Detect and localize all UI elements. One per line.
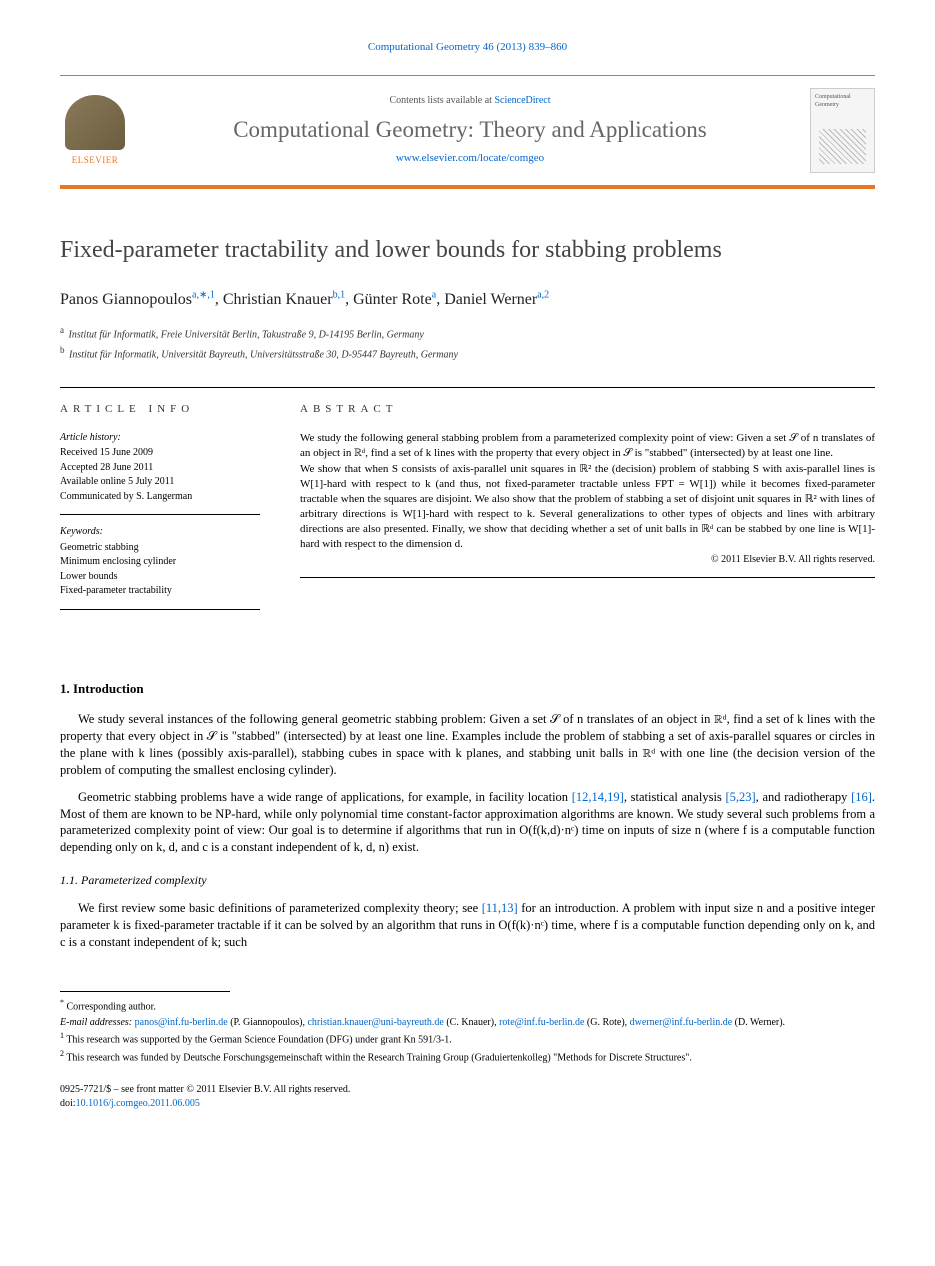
email-who: (P. Giannopoulos): [230, 1017, 302, 1028]
fn-text: This research was funded by Deutsche For…: [66, 1053, 692, 1064]
subsection-title: 1.1. Parameterized complexity: [60, 872, 875, 888]
body-paragraph: We study several instances of the follow…: [60, 711, 875, 779]
email-link[interactable]: rote@inf.fu-berlin.de: [499, 1017, 584, 1028]
author-name: Panos Giannopoulos: [60, 291, 192, 308]
affil-text: Institut für Informatik, Freie Universit…: [69, 329, 424, 340]
cover-art-icon: [819, 129, 866, 164]
abstract-text: We study the following general stabbing …: [300, 431, 875, 578]
affiliation: b Institut für Informatik, Universität B…: [60, 344, 875, 362]
abstract-para: We show that when S consists of axis-par…: [300, 462, 875, 551]
affil-label: a: [60, 325, 64, 335]
journal-url[interactable]: www.elsevier.com/locate/comgeo: [145, 151, 795, 166]
author-name: Günter Rote: [353, 291, 432, 308]
keyword: Minimum enclosing cylinder: [60, 555, 260, 569]
email-link[interactable]: christian.knauer@uni-bayreuth.de: [307, 1017, 443, 1028]
author-affil-ref[interactable]: b,1: [333, 289, 346, 300]
fn-text: Corresponding author.: [67, 1001, 156, 1012]
header-center: Contents lists available at ScienceDirec…: [145, 94, 795, 166]
publisher-logo: ELSEVIER: [60, 90, 130, 170]
affiliation-list: a Institut für Informatik, Freie Univers…: [60, 324, 875, 362]
publisher-name: ELSEVIER: [72, 154, 119, 166]
keyword: Geometric stabbing: [60, 541, 260, 555]
funding-note: 1 This research was supported by the Ger…: [60, 1031, 875, 1047]
fn-text: This research was supported by the Germa…: [66, 1035, 451, 1046]
affil-label: b: [60, 345, 65, 355]
doi-line: doi:10.1016/j.comgeo.2011.06.005: [60, 1097, 875, 1111]
issn-copyright: 0925-7721/$ – see front matter © 2011 El…: [60, 1083, 875, 1097]
author-name: Daniel Werner: [444, 291, 537, 308]
section-title: 1. Introduction: [60, 680, 875, 698]
author-affil-ref[interactable]: a: [432, 289, 436, 300]
para-text: Geometric stabbing problems have a wide …: [78, 790, 572, 804]
keywords-heading: Keywords:: [60, 525, 260, 539]
keyword: Lower bounds: [60, 570, 260, 584]
email-link[interactable]: panos@inf.fu-berlin.de: [135, 1017, 228, 1028]
para-text: , statistical analysis: [624, 790, 726, 804]
history-line: Received 15 June 2009: [60, 446, 260, 460]
journal-title: Computational Geometry: Theory and Appli…: [145, 116, 795, 144]
footnotes: * Corresponding author. E-mail addresses…: [60, 991, 875, 1065]
history-line: Accepted 28 June 2011: [60, 461, 260, 475]
history-line: Available online 5 July 2011: [60, 475, 260, 489]
email-who: (C. Knauer): [446, 1017, 494, 1028]
doi-link[interactable]: 10.1016/j.comgeo.2011.06.005: [76, 1098, 200, 1109]
citation-link[interactable]: [12,14,19]: [572, 790, 624, 804]
article-title: Fixed-parameter tractability and lower b…: [60, 234, 875, 266]
citation-link[interactable]: [5,23]: [725, 790, 755, 804]
author: Günter Rotea: [353, 291, 436, 308]
email-who: (D. Werner).: [735, 1017, 785, 1028]
email-who: (G. Rote): [587, 1017, 625, 1028]
abstract-label: ABSTRACT: [300, 402, 875, 417]
body-paragraph: Geometric stabbing problems have a wide …: [60, 789, 875, 857]
para-text: We first review some basic definitions o…: [78, 901, 482, 915]
author-affil-ref[interactable]: a,2: [537, 289, 549, 300]
author: Christian Knauerb,1: [223, 291, 345, 308]
keyword: Fixed-parameter tractability: [60, 584, 260, 598]
corresponding-author-note: * Corresponding author.: [60, 998, 875, 1014]
author-list: Panos Giannopoulosa,∗,1, Christian Knaue…: [60, 288, 875, 310]
article-history-block: Article history: Received 15 June 2009 A…: [60, 431, 260, 516]
info-abstract-row: ARTICLE INFO Article history: Received 1…: [60, 387, 875, 620]
abstract-para: We study the following general stabbing …: [300, 431, 875, 461]
history-line: Communicated by S. Langerman: [60, 490, 260, 504]
journal-header: ELSEVIER Contents lists available at Sci…: [60, 75, 875, 189]
citation-link[interactable]: [11,13]: [482, 901, 518, 915]
email-addresses: E-mail addresses: panos@inf.fu-berlin.de…: [60, 1016, 875, 1030]
keywords-block: Keywords: Geometric stabbing Minimum enc…: [60, 525, 260, 610]
contents-prefix: Contents lists available at: [389, 95, 494, 106]
journal-reference: Computational Geometry 46 (2013) 839–860: [60, 40, 875, 55]
author-name: Christian Knauer: [223, 291, 333, 308]
para-text: , and radiotherapy: [756, 790, 851, 804]
funding-note: 2 This research was funded by Deutsche F…: [60, 1049, 875, 1065]
author-affil-ref[interactable]: a,∗,1: [192, 289, 215, 300]
abstract-column: ABSTRACT We study the following general …: [300, 388, 875, 620]
page-footer: 0925-7721/$ – see front matter © 2011 El…: [60, 1083, 875, 1110]
email-link[interactable]: dwerner@inf.fu-berlin.de: [630, 1017, 733, 1028]
article-info-column: ARTICLE INFO Article history: Received 1…: [60, 388, 260, 620]
abstract-copyright: © 2011 Elsevier B.V. All rights reserved…: [300, 553, 875, 567]
author: Panos Giannopoulosa,∗,1: [60, 291, 215, 308]
cover-label: Computational Geometry: [815, 93, 870, 109]
sciencedirect-link[interactable]: ScienceDirect: [494, 95, 550, 106]
citation-link[interactable]: [16]: [851, 790, 872, 804]
footnote-rule: [60, 991, 230, 992]
doi-label: doi:: [60, 1098, 76, 1109]
article-info-label: ARTICLE INFO: [60, 402, 260, 417]
journal-cover-thumbnail: Computational Geometry: [810, 88, 875, 173]
history-heading: Article history:: [60, 431, 260, 445]
affiliation: a Institut für Informatik, Freie Univers…: [60, 324, 875, 342]
email-prefix: E-mail addresses:: [60, 1017, 135, 1028]
affil-text: Institut für Informatik, Universität Bay…: [69, 349, 458, 360]
body-paragraph: We first review some basic definitions o…: [60, 900, 875, 951]
contents-available-line: Contents lists available at ScienceDirec…: [145, 94, 795, 108]
author: Daniel Wernera,2: [444, 291, 549, 308]
elsevier-tree-icon: [65, 95, 125, 150]
